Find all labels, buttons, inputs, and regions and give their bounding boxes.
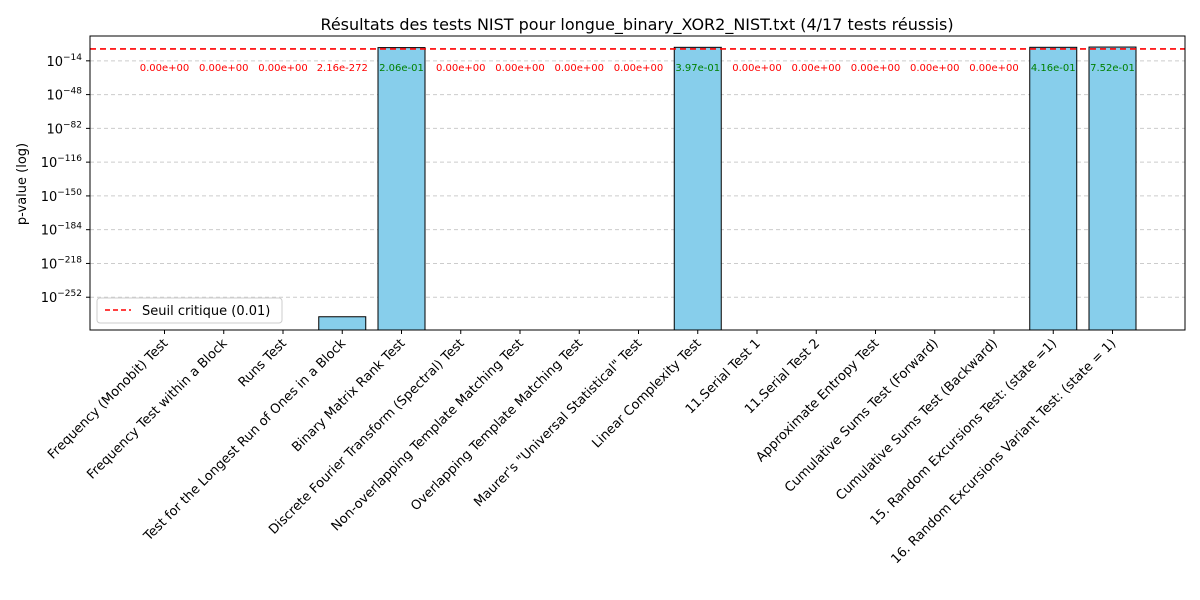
plot-frame <box>89 35 1186 331</box>
value-label: 0.00e+00 <box>140 63 190 74</box>
y-tick-label: 10−82 <box>46 120 82 137</box>
bar <box>1029 46 1078 331</box>
legend-box <box>96 297 283 324</box>
bars <box>318 46 1137 331</box>
x-tick-label: Linear Complexity Test <box>590 336 705 451</box>
bar <box>1088 46 1137 331</box>
chart-title: Résultats des tests NIST pour longue_bin… <box>320 15 953 35</box>
value-label: 2.16e-272 <box>317 63 368 74</box>
x-tick-label: Frequency (Monobit) Test <box>45 336 171 462</box>
grid-lines <box>90 60 1185 298</box>
value-label: 7.52e-01 <box>1090 63 1135 74</box>
legend-threshold-label: Seuil critique (0.01) <box>142 304 270 319</box>
x-tick-label: Binary Matrix Rank Test <box>289 336 408 455</box>
value-labels: 0.00e+00 0.00e+00 0.00e+00 2.16e-272 2.06e-0… <box>140 63 1135 74</box>
y-tick-label: 10−218 <box>41 255 83 272</box>
value-label: 0.00e+00 <box>969 63 1019 74</box>
value-label: 3.97e-01 <box>675 63 720 74</box>
y-tick-label: 10−14 <box>46 53 82 70</box>
y-tick-label: 10−184 <box>41 222 83 239</box>
x-tick-label: Approximate Entropy Test <box>753 336 882 465</box>
y-tick-label: 10−150 <box>41 188 83 205</box>
bar <box>318 316 367 331</box>
y-axis-label: p-value (log) <box>15 143 30 225</box>
legend: Seuil critique (0.01) <box>96 297 283 324</box>
bar <box>673 46 722 331</box>
value-label: 0.00e+00 <box>554 63 604 74</box>
x-tick-label: 16. Random Excursions Variant Test: (sta… <box>888 336 1119 567</box>
value-label: 0.00e+00 <box>258 63 308 74</box>
value-label: 2.06e-01 <box>379 63 424 74</box>
value-label: 0.00e+00 <box>791 63 841 74</box>
y-tick-label: 10−48 <box>46 87 82 104</box>
y-tick-label: 10−116 <box>41 154 83 171</box>
bar <box>377 47 426 331</box>
value-label: 0.00e+00 <box>436 63 486 74</box>
value-label: 0.00e+00 <box>910 63 960 74</box>
x-tick-label: Test for the Longest Run of Ones in a Bl… <box>140 336 349 545</box>
y-axis-ticks: 10−252 10−218 10−184 10−150 10−116 10−82 10−48… <box>41 53 90 306</box>
value-label: 0.00e+00 <box>614 63 664 74</box>
value-label: 0.00e+00 <box>732 63 782 74</box>
y-tick-label: 10−252 <box>41 289 82 306</box>
x-tick-label: Runs Test <box>236 336 290 390</box>
value-label: 4.16e-01 <box>1031 63 1076 74</box>
value-label: 0.00e+00 <box>495 63 545 74</box>
value-label: 0.00e+00 <box>851 63 901 74</box>
value-label: 0.00e+00 <box>199 63 249 74</box>
